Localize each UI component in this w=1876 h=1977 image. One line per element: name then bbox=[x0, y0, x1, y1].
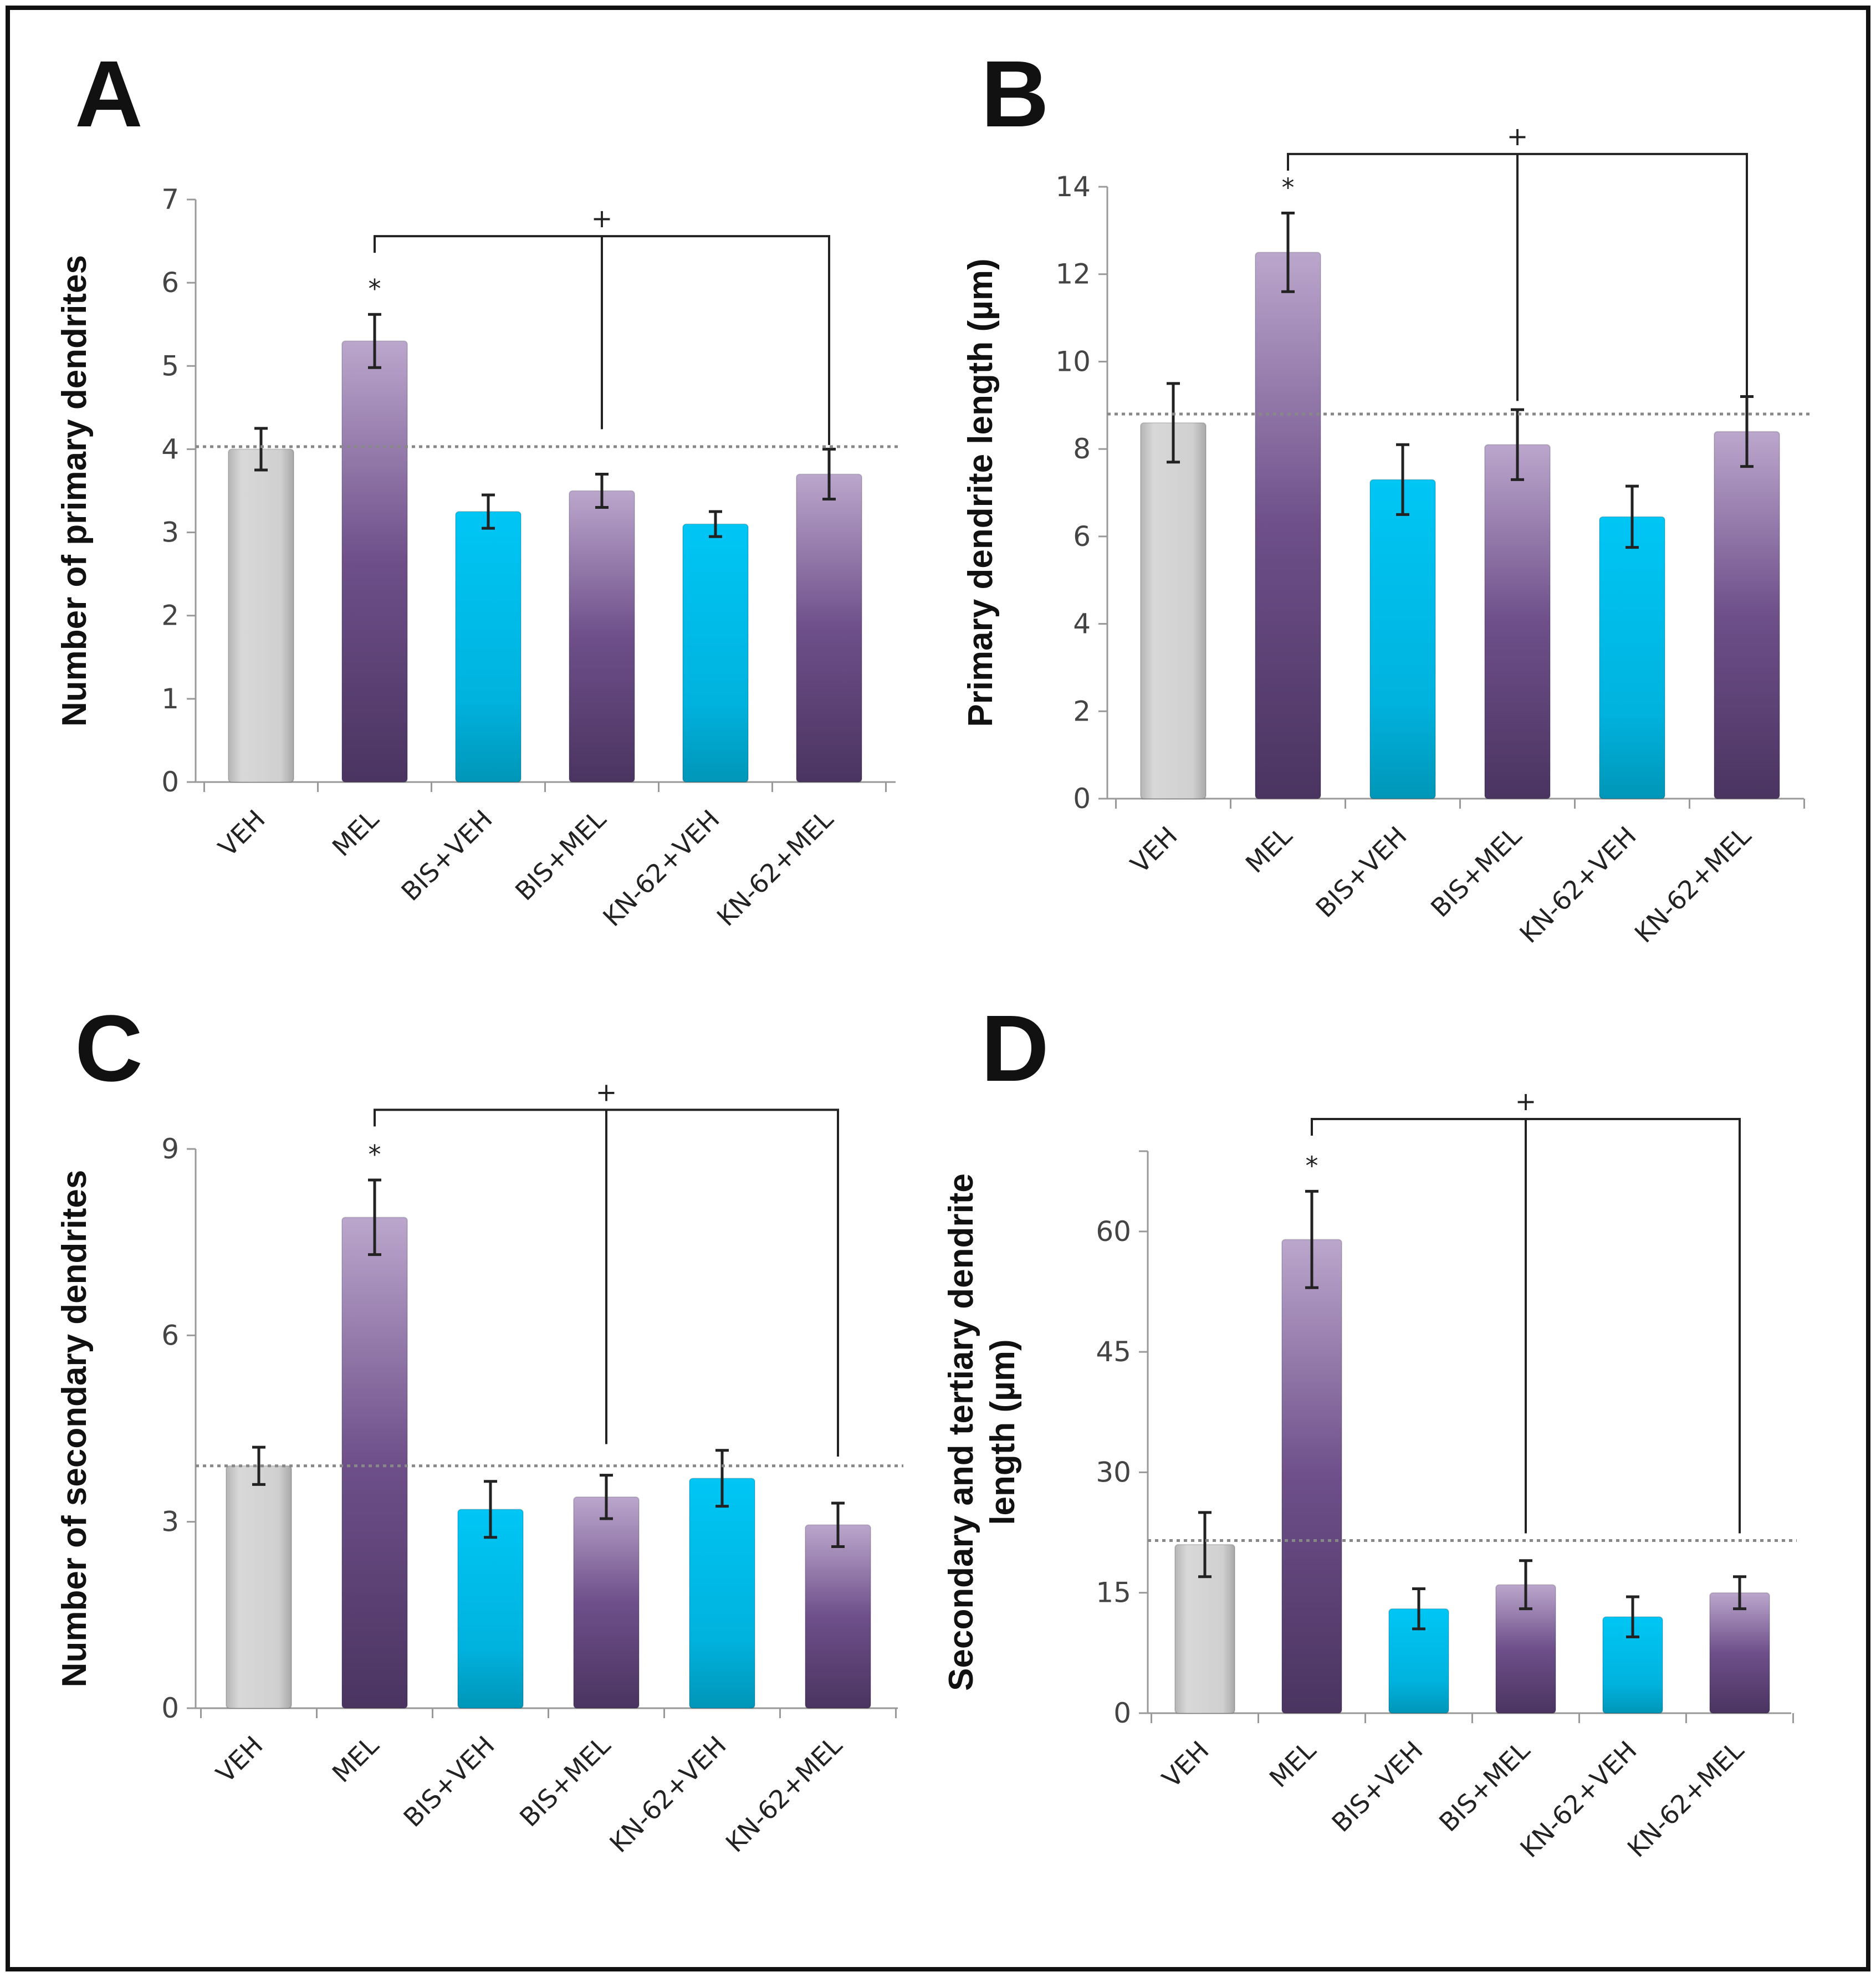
y-tick-label: 1 bbox=[161, 683, 179, 715]
y-tick-label: 15 bbox=[1096, 1577, 1131, 1609]
category-label: VEH bbox=[1156, 1735, 1214, 1794]
bar-mel bbox=[1281, 1239, 1342, 1714]
figure-frame bbox=[6, 6, 1870, 1971]
category-label: MEL bbox=[326, 804, 385, 862]
category-label: BIS+VEH bbox=[396, 804, 498, 907]
y-axis-title: Number of secondary dendrites bbox=[55, 1170, 94, 1688]
y-tick-label: 2 bbox=[1073, 695, 1091, 727]
y-tick-label: 0 bbox=[161, 766, 179, 798]
y-tick-label: 6 bbox=[1073, 520, 1091, 553]
y-tick-label: 5 bbox=[161, 350, 179, 382]
category-label: BIS+VEH bbox=[398, 1730, 500, 1833]
category-label: BIS+MEL bbox=[1425, 820, 1527, 923]
panel-c: C 0 3 6 9 Number of secondary dendrites VEH MEL… bbox=[55, 996, 903, 1858]
y-tick-label: 14 bbox=[1055, 171, 1091, 203]
bar-veh bbox=[228, 448, 294, 783]
bar-kn-62-veh bbox=[689, 1478, 755, 1709]
bar-kn-62-veh bbox=[682, 523, 749, 783]
y-tick-label: 12 bbox=[1055, 258, 1091, 290]
bar-bis-veh bbox=[455, 511, 522, 783]
y-tick-label: 7 bbox=[161, 183, 179, 216]
category-label: BIS+VEH bbox=[1310, 821, 1413, 923]
category-label: KN-62+MEL bbox=[1629, 820, 1757, 948]
y-tick-label: 45 bbox=[1096, 1336, 1131, 1368]
bar-kn-62-mel bbox=[1709, 1592, 1770, 1714]
bar-mel bbox=[341, 340, 408, 783]
bar-kn-62-mel bbox=[1714, 431, 1780, 799]
y-tick-label: 2 bbox=[161, 600, 179, 632]
y-tick-label: 60 bbox=[1096, 1215, 1131, 1248]
category-label: KN-62+MEL bbox=[1622, 1735, 1750, 1863]
bar-bis-mel bbox=[1484, 444, 1551, 799]
bar-mel bbox=[341, 1217, 408, 1709]
significance-plus: + bbox=[591, 203, 613, 233]
y-axis-title: Number of primary dendrites bbox=[55, 255, 94, 727]
panel-b: B 0 2 4 6 8 10 12 14 Primary dendrite length (µm)… bbox=[962, 42, 1809, 949]
panel-letter: B bbox=[981, 42, 1049, 147]
significance-plus: + bbox=[1507, 121, 1529, 151]
y-tick-label: 3 bbox=[161, 517, 179, 549]
panel-letter: A bbox=[75, 42, 143, 147]
category-label: BIS+MEL bbox=[509, 804, 612, 906]
category-label: KN-62+VEH bbox=[604, 1730, 732, 1858]
y-tick-label: 0 bbox=[161, 1692, 179, 1724]
bar-veh bbox=[1140, 422, 1207, 799]
panel-letter: C bbox=[75, 996, 143, 1101]
significance-plus: + bbox=[1515, 1086, 1537, 1116]
category-label: VEH bbox=[210, 1730, 268, 1789]
bar-bis-mel bbox=[569, 490, 635, 783]
panel-d: D 0 15 30 45 60 Secondary and tertiary dendrit… bbox=[942, 996, 1797, 1863]
bar-bis-mel bbox=[573, 1496, 640, 1709]
significance-star: * bbox=[369, 1140, 381, 1169]
bar-kn-62-mel bbox=[805, 1524, 871, 1709]
y-tick-label: 4 bbox=[1073, 608, 1091, 640]
category-label: KN-62+VEH bbox=[1514, 821, 1642, 949]
y-tick-label: 0 bbox=[1113, 1697, 1131, 1729]
y-tick-label: 4 bbox=[161, 433, 179, 465]
y-tick-label: 10 bbox=[1055, 345, 1091, 377]
y-axis-title: Secondary and tertiary dendrite bbox=[942, 1173, 980, 1691]
y-axis-title: Primary dendrite length (µm) bbox=[962, 258, 1000, 727]
category-label: BIS+MEL bbox=[1433, 1735, 1536, 1837]
category-label: MEL bbox=[1264, 1735, 1322, 1793]
bar-bis-veh bbox=[457, 1509, 524, 1709]
y-tick-label: 8 bbox=[1073, 433, 1091, 465]
bar-kn-62-veh bbox=[1599, 516, 1665, 799]
category-label: VEH bbox=[212, 804, 270, 862]
significance-star: * bbox=[1306, 1151, 1318, 1181]
bar-mel bbox=[1255, 252, 1321, 799]
category-label: KN-62+MEL bbox=[720, 1730, 848, 1858]
significance-star: * bbox=[369, 274, 381, 304]
y-tick-label: 3 bbox=[161, 1506, 179, 1538]
category-label: VEH bbox=[1124, 821, 1183, 879]
y-tick-label: 0 bbox=[1073, 783, 1091, 815]
y-tick-label: 30 bbox=[1096, 1456, 1131, 1488]
category-label: MEL bbox=[1240, 820, 1298, 878]
category-label: BIS+VEH bbox=[1326, 1735, 1429, 1838]
category-label: KN-62+MEL bbox=[711, 804, 839, 932]
y-axis-title-line2: length (µm) bbox=[984, 1339, 1022, 1525]
panel-a: A 0 1 2 3 4 5 6 7 Number of primary dendrites VEH M… bbox=[55, 42, 901, 932]
bar-bis-veh bbox=[1369, 479, 1436, 799]
bar-kn-62-mel bbox=[796, 473, 862, 783]
bar-veh bbox=[226, 1465, 292, 1709]
category-label: KN-62+VEH bbox=[597, 804, 725, 932]
significance-star: * bbox=[1282, 172, 1295, 202]
y-tick-label: 9 bbox=[161, 1133, 179, 1165]
y-tick-label: 6 bbox=[161, 1319, 179, 1351]
category-label: MEL bbox=[326, 1730, 385, 1788]
significance-plus: + bbox=[596, 1077, 617, 1107]
category-label: BIS+MEL bbox=[514, 1730, 616, 1832]
panel-letter: D bbox=[981, 996, 1049, 1101]
y-tick-label: 6 bbox=[161, 267, 179, 299]
